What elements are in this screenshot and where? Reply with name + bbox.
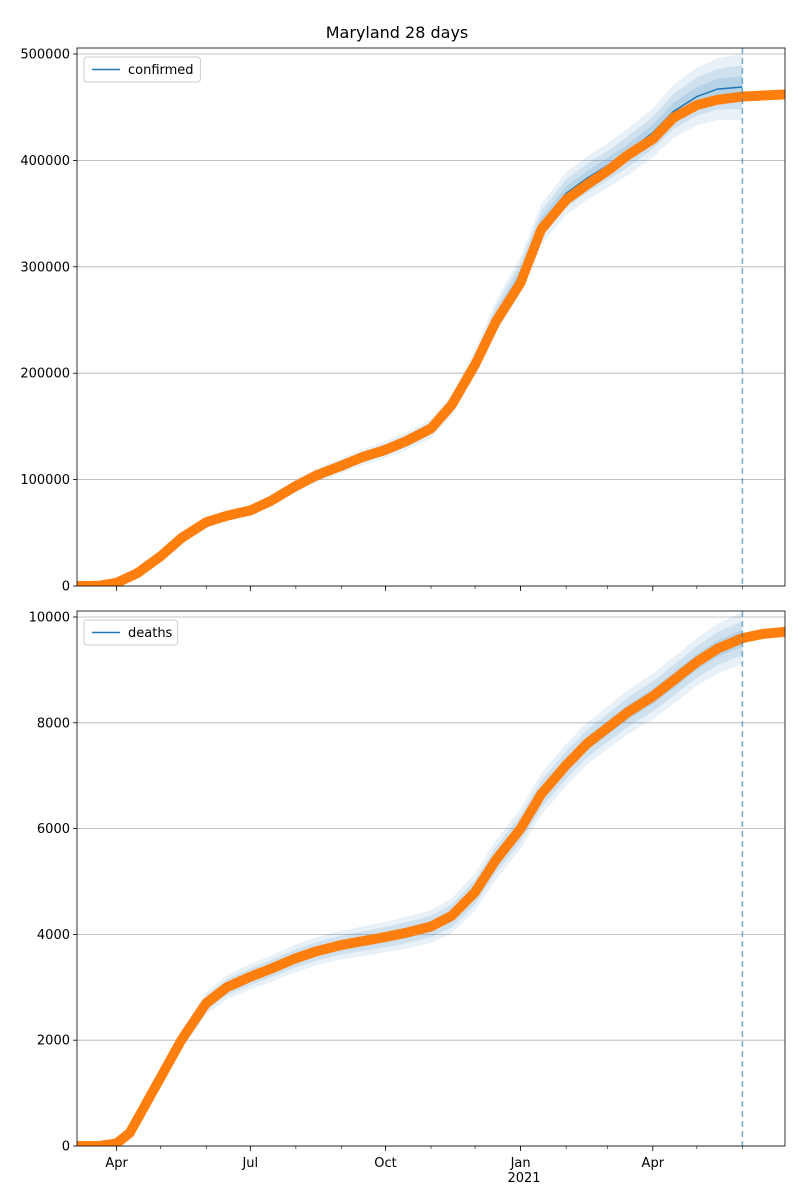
legend: confirmed [83, 56, 201, 83]
y-tick-label: 4000 [37, 928, 70, 943]
y-tick-label: 100000 [20, 473, 70, 488]
legend-label: confirmed [128, 63, 194, 78]
deaths-panel: 0 2000 4000 6000 8000 10000 Apr Jul Oct Jan Apr dea… [29, 611, 786, 1171]
observed-point [780, 89, 785, 100]
x-tick-label: Oct [374, 1156, 396, 1171]
plot-area [77, 612, 785, 1146]
observed-series [77, 626, 785, 1146]
y-tick-label: 200000 [20, 367, 70, 382]
x-tick-label: Apr [642, 1156, 665, 1171]
year-label: 2021 [507, 1171, 540, 1186]
x-tick-label: Jul [241, 1156, 258, 1171]
y-tick-label: 8000 [37, 716, 70, 731]
y-tick-label: 400000 [20, 154, 70, 169]
confirmed-panel: 0 100000 200000 300000 400000 500000 confirmed [20, 48, 786, 595]
figure-title: Maryland 28 days [326, 23, 469, 42]
plot-area [77, 54, 785, 586]
legend-label: deaths [128, 626, 173, 641]
x-tick-label: Apr [105, 1156, 128, 1171]
y-tick-label: 6000 [37, 822, 70, 837]
y-tick-label: 10000 [29, 611, 70, 626]
y-tick-label: 300000 [20, 260, 70, 275]
y-tick-label: 2000 [37, 1034, 70, 1049]
legend-box [83, 56, 201, 83]
legend-box [83, 619, 179, 646]
uncertainty-band [77, 612, 743, 1146]
legend: deaths [83, 619, 179, 646]
observed-point [780, 626, 785, 637]
y-tick-label: 0 [62, 580, 70, 595]
observed-series [77, 89, 785, 586]
y-tick-label: 0 [62, 1140, 70, 1155]
x-tick-label: Jan [510, 1156, 531, 1171]
y-tick-label: 500000 [20, 48, 70, 63]
